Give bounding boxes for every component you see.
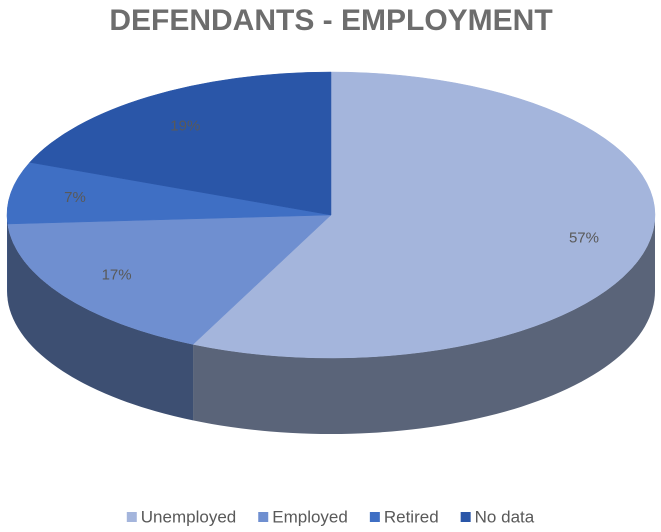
- slice: [192, 71, 656, 359]
- chart-title: DEFENDANTS - EMPLOYMENT: [109, 4, 552, 37]
- legend-label: Retired: [384, 507, 439, 526]
- slice: [29, 71, 332, 216]
- legend: Unemployed Employed Retired No data: [126, 507, 535, 526]
- slice: [7, 214, 332, 345]
- pie-tops: [6, 71, 656, 359]
- legend-swatch: [460, 512, 471, 522]
- legend-item: Employed: [258, 507, 348, 526]
- slice-side: [193, 215, 655, 434]
- legend-item: Unemployed: [126, 507, 236, 526]
- legend-item: Retired: [369, 507, 439, 526]
- legend-label: No data: [475, 507, 535, 526]
- legend-label: Unemployed: [141, 507, 236, 526]
- data-labels: 57% 17% 7% 19%: [64, 117, 599, 283]
- legend-swatch: [126, 512, 137, 522]
- legend-item: No data: [460, 507, 535, 526]
- slice: [6, 162, 332, 225]
- legend-swatch: [258, 512, 269, 522]
- data-label: 19%: [170, 117, 200, 134]
- pie-sides: [7, 215, 655, 434]
- legend-label: Employed: [272, 507, 348, 526]
- slice-side: [7, 223, 194, 421]
- data-label: 17%: [102, 266, 132, 283]
- data-label: 57%: [569, 229, 599, 246]
- slice-side: [7, 215, 8, 300]
- data-label: 7%: [64, 189, 86, 206]
- legend-swatch: [369, 512, 380, 522]
